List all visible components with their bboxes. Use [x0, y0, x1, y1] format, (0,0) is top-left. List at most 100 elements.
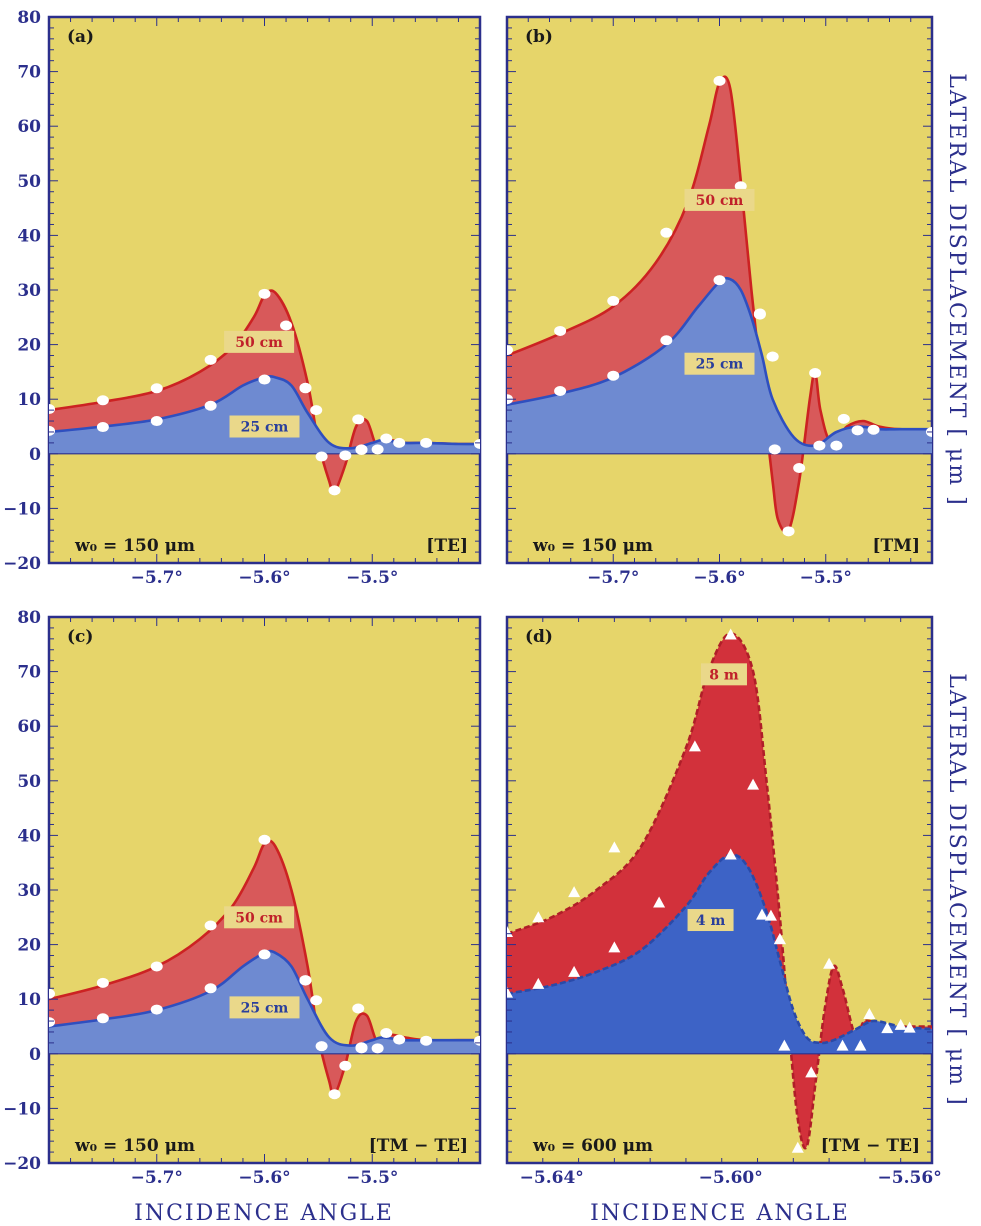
y-tick-label: 30: [17, 281, 41, 301]
y-tick-label: −10: [3, 499, 41, 519]
data-point: [150, 1004, 163, 1015]
data-point: [713, 275, 726, 286]
panel-label: (c): [67, 627, 93, 647]
data-point: [713, 75, 726, 86]
series-label: 25 cm: [241, 420, 289, 436]
data-point: [507, 986, 513, 998]
data-point: [49, 425, 55, 436]
series-label: 25 cm: [696, 357, 744, 373]
area-25-cm: [49, 376, 480, 454]
y-tick-label: 60: [17, 717, 41, 737]
y-tick-label: −20: [3, 554, 41, 574]
data-point: [660, 335, 673, 346]
series-label-box: [687, 909, 734, 932]
data-point: [315, 451, 328, 462]
data-point: [258, 949, 271, 960]
data-point: [608, 941, 621, 953]
data-point: [393, 437, 406, 448]
series-label-box: [229, 996, 300, 1019]
x-tick-label: −5.6°: [693, 568, 745, 588]
data-point: [280, 320, 293, 331]
data-point: [782, 526, 795, 537]
data-point: [315, 1041, 328, 1052]
polarization-tag: [TM − TE]: [821, 1136, 920, 1156]
x-tick-label: −5.5°: [346, 1168, 398, 1188]
y-tick-label: 50: [17, 172, 41, 192]
series-label: 4 m: [696, 913, 726, 929]
data-point: [823, 957, 836, 969]
data-point: [355, 1043, 368, 1054]
data-point: [96, 422, 109, 433]
data-point: [393, 1034, 406, 1045]
data-point: [607, 295, 620, 306]
data-point: [96, 1013, 109, 1024]
data-point: [854, 1039, 867, 1051]
data-point: [766, 351, 779, 362]
data-point: [753, 308, 766, 319]
data-point: [420, 1035, 433, 1046]
data-point: [258, 834, 271, 845]
series-label-box: [700, 663, 747, 686]
x-tick-label: −5.56°: [878, 1168, 942, 1188]
data-point: [568, 965, 581, 977]
y-tick-label: 20: [17, 336, 41, 356]
y-tick-label: 50: [17, 772, 41, 792]
data-point: [568, 886, 581, 898]
data-point: [258, 374, 271, 385]
y-tick-label: 40: [17, 826, 41, 846]
series-label: 50 cm: [235, 910, 283, 926]
panel-label: (a): [67, 27, 94, 47]
data-point: [371, 1043, 384, 1054]
data-point: [903, 1021, 916, 1033]
x-tick-label: −5.7°: [131, 1168, 183, 1188]
data-point: [764, 909, 777, 921]
data-point: [805, 1066, 818, 1078]
data-point: [96, 395, 109, 406]
data-point: [793, 462, 806, 473]
area-4-m: [507, 854, 932, 1054]
data-point: [554, 325, 567, 336]
data-point: [371, 444, 384, 455]
data-point: [355, 444, 368, 455]
data-point: [49, 988, 55, 999]
data-point: [299, 975, 312, 986]
data-point: [380, 433, 393, 444]
x-axis-label-left: INCIDENCE ANGLE: [134, 1201, 394, 1226]
chart-panel-1: 50 cm 25 cm −5.7° −5.6° −5.5° (b) w₀ = 150 μm […: [505, 15, 934, 588]
line-25-cm: [49, 949, 480, 1047]
data-point: [328, 485, 341, 496]
series-label: 50 cm: [235, 335, 283, 351]
data-point: [734, 181, 747, 192]
data-point: [867, 424, 880, 435]
data-point: [608, 841, 621, 853]
y-tick-label: 40: [17, 226, 41, 246]
data-point: [768, 444, 781, 455]
data-point: [607, 370, 620, 381]
data-point: [724, 848, 737, 860]
y-axis-label-bottom: LATERAL DISPLACEMENT [ μm ]: [944, 673, 969, 1107]
x-tick-label: −5.64°: [520, 1168, 584, 1188]
plot-content: [507, 628, 932, 1153]
data-point: [352, 1003, 365, 1014]
y-tick-label: 80: [17, 608, 41, 628]
line-50-cm: [49, 839, 480, 1097]
x-axis-label-right: INCIDENCE ANGLE: [590, 1201, 850, 1226]
data-point: [310, 995, 323, 1006]
x-tick-label: −5.7°: [587, 568, 639, 588]
data-point: [380, 1028, 393, 1039]
data-point: [328, 1089, 341, 1100]
x-tick-label: −5.6°: [238, 1168, 290, 1188]
chart-panel-0: 50 cm 25 cm −5.7° −5.6° −5.5° −20 −10 0 10 20 30 40…: [3, 8, 482, 588]
line-4-m: [507, 853, 932, 1045]
data-point: [150, 383, 163, 394]
y-tick-label: 30: [17, 881, 41, 901]
waist-label: w₀ = 150 μm: [532, 536, 653, 556]
data-point: [507, 345, 513, 356]
data-point: [352, 414, 365, 425]
y-tick-label: 10: [17, 990, 41, 1010]
waist-label: w₀ = 150 μm: [74, 536, 195, 556]
y-tick-label: 80: [17, 8, 41, 28]
x-tick-label: −5.60°: [699, 1168, 763, 1188]
polarization-tag: [TE]: [426, 536, 468, 556]
data-point: [688, 740, 701, 752]
